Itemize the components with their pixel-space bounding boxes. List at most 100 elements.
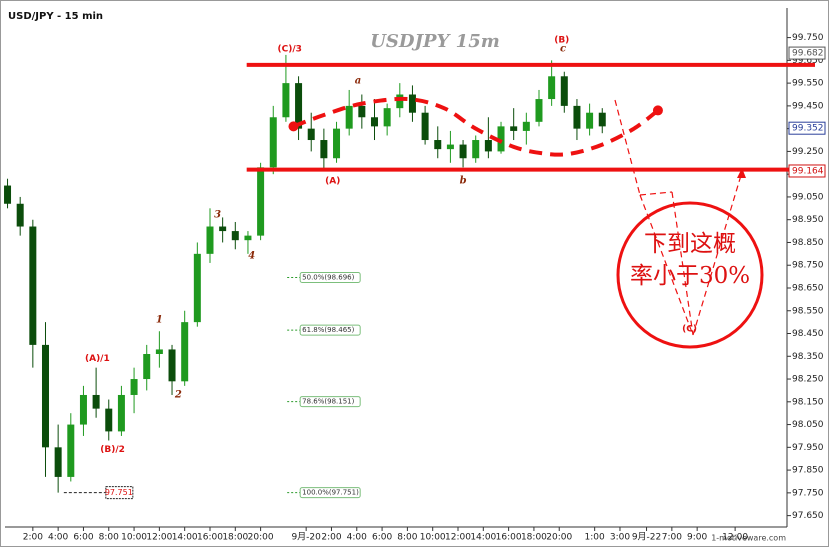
candle-body (257, 167, 265, 236)
note-circle (616, 201, 764, 349)
x-tick-label: 16:00 (197, 533, 223, 543)
candle-body (370, 117, 378, 127)
candle-body (219, 226, 227, 232)
candle-body (282, 83, 290, 118)
candle-body (269, 117, 277, 168)
y-tick-label: 98.750 (792, 261, 824, 271)
y-tick-label: 99.550 (792, 79, 824, 89)
chart-subtitle: USD/JPY - 15 min (8, 11, 103, 22)
candle-body (105, 408, 113, 432)
y-tick-label: 98.850 (792, 238, 824, 248)
candle-body (92, 394, 100, 409)
x-tick-label: 4:00 (48, 533, 68, 543)
x-tick-label: 14:00 (172, 533, 198, 543)
candle-body (67, 424, 75, 477)
y-tick-label: 98.650 (792, 283, 824, 293)
candle-body (548, 76, 556, 100)
x-tick-label: 18:00 (521, 533, 547, 543)
scenario-line (639, 194, 694, 336)
candle-body (168, 349, 176, 382)
x-tick-label: 1:00 (585, 533, 605, 543)
candle-body (383, 108, 391, 127)
y-tick-label: 98.950 (792, 215, 824, 225)
arrow-head (737, 168, 746, 178)
candle-body (497, 126, 505, 152)
x-tick-label: 20:00 (546, 533, 572, 543)
x-tick-label: 8:00 (397, 533, 417, 543)
candle-body (181, 322, 189, 382)
wave-label: b (460, 176, 467, 187)
low-label: 97.751 (105, 488, 133, 497)
candle-body (345, 105, 353, 129)
wave-label: 1 (156, 314, 163, 325)
candle-body (535, 99, 543, 122)
x-tick-label: 8:00 (99, 533, 119, 543)
scenario-line (692, 171, 743, 336)
x-tick-label: 2:00 (23, 533, 43, 543)
fib-label: 78.6%(98.151) (302, 398, 354, 406)
fib-box (299, 272, 361, 284)
wave-label: (B)/2 (100, 445, 125, 455)
x-tick-label: 9:00 (687, 533, 707, 543)
y-tick-label: 99.750 (792, 33, 824, 43)
price-marker (788, 46, 826, 60)
candle-body (320, 140, 328, 159)
y-tick-label: 99.250 (792, 147, 824, 157)
y-tick-label: 99.450 (792, 101, 824, 111)
note-line: 率小于30% (630, 263, 750, 289)
x-tick-label: 2:00 (321, 533, 341, 543)
y-tick-label: 99.050 (792, 192, 824, 202)
wave-label: (A)/1 (85, 354, 110, 364)
x-tick-label: 10:00 (420, 533, 446, 543)
price-marker-label: 99.682 (792, 49, 824, 59)
candle-body (598, 112, 606, 127)
candle-body (586, 112, 594, 129)
candle-body (16, 203, 24, 227)
y-tick-label: 98.150 (792, 397, 824, 407)
candle-body (573, 105, 581, 129)
wave-label: a (355, 75, 361, 86)
x-tick-label: 6:00 (73, 533, 93, 543)
candle-body (459, 144, 467, 159)
x-tick-label: 3:00 (610, 533, 630, 543)
candle-body (130, 379, 138, 395)
candle-body (522, 121, 530, 131)
y-tick-label: 98.250 (792, 375, 824, 385)
candle-body (307, 128, 315, 141)
candle-body (206, 226, 214, 254)
candle-body (143, 354, 151, 380)
candle-body (472, 140, 480, 159)
projection-end (288, 121, 299, 132)
candle-body (396, 94, 404, 109)
candle-body (244, 235, 252, 241)
wave-label: 4 (248, 251, 255, 262)
fib-box (299, 324, 361, 336)
price-marker-label: 99.164 (792, 166, 824, 176)
candle-body (117, 394, 125, 432)
candle-body (79, 394, 87, 425)
x-tick-label: 10:00 (121, 533, 147, 543)
wave-label: 2 (174, 389, 182, 400)
scenario-line (614, 99, 641, 196)
candle-body (155, 349, 163, 354)
fib-label: 100.0%(97.751) (302, 489, 359, 497)
wave-label: (A) (325, 177, 340, 187)
wave-label: 3 (214, 210, 221, 221)
candle-body (434, 140, 442, 150)
fib-label: 61.8%(98.465) (302, 326, 354, 334)
candle-body (4, 185, 12, 204)
candle-body (29, 226, 37, 345)
candle-body (484, 140, 492, 152)
fib-box (299, 396, 361, 408)
x-tick-label: 18:00 (222, 533, 248, 543)
x-tick-label: 6:00 (372, 533, 392, 543)
y-tick-label: 98.550 (792, 306, 824, 316)
x-tick-label: 12:00 (146, 533, 172, 543)
scenario-line (639, 191, 673, 196)
y-tick-label: 98.450 (792, 329, 824, 339)
chart-title: USDJPY 15m (370, 31, 500, 52)
y-tick-label: 98.350 (792, 352, 824, 362)
scenario-line (671, 191, 694, 336)
y-tick-label: 99.650 (792, 56, 824, 66)
